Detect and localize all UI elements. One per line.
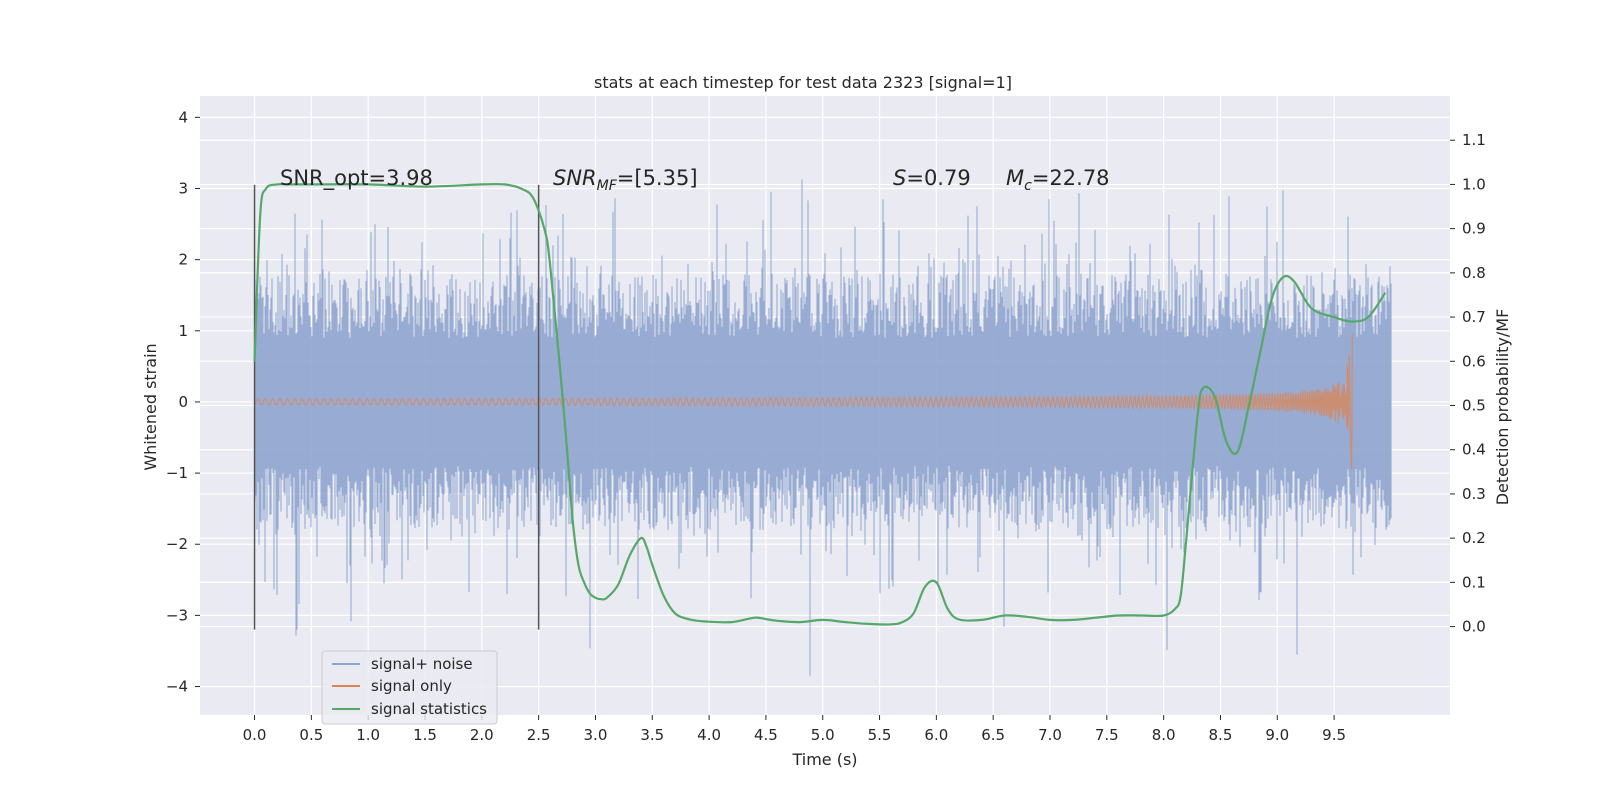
x-tick-label-17: 8.5 — [1209, 726, 1233, 744]
x-tick-label-0: 0.0 — [243, 726, 267, 744]
x-tick-label-10: 5.0 — [811, 726, 835, 744]
x-tick-label-8: 4.0 — [697, 726, 721, 744]
y-tick-label-1: 3 — [178, 179, 188, 197]
annotation-snr-mf-sub: MF — [597, 178, 618, 194]
annotation-s-main: S — [893, 166, 906, 190]
legend-label-signal-only: signal only — [371, 677, 452, 695]
x-tick-label-6: 3.0 — [584, 726, 608, 744]
y-tick-label-5: −1 — [166, 464, 188, 482]
x-tick-label-1: 0.5 — [299, 726, 323, 744]
x-tick-label-14: 7.0 — [1038, 726, 1062, 744]
y2-tick-label-4: 0.7 — [1462, 308, 1486, 326]
y2-axis-label: Detection probability/MF — [1493, 309, 1512, 506]
x-tick-label-13: 6.5 — [981, 726, 1005, 744]
y-tick-label-8: −4 — [166, 678, 188, 696]
plot-area — [200, 96, 1450, 715]
y-tick-label-0: 4 — [178, 108, 188, 126]
y-tick-label-2: 2 — [178, 251, 188, 269]
y-tick-label-4: 0 — [178, 393, 188, 411]
annotation-snr-mf-value: =[5.35] — [617, 166, 698, 190]
annotation-mc-value: =22.78 — [1032, 166, 1110, 190]
annotation-s-value: =0.79 — [906, 166, 970, 190]
annotation-snr-opt: SNR_opt=3.98 — [280, 166, 433, 191]
legend: signal+ noise signal only signal statist… — [321, 650, 498, 725]
y2-tick-label-7: 0.4 — [1462, 441, 1486, 459]
y2-tick-label-10: 0.1 — [1462, 573, 1486, 591]
x-tick-label-12: 6.0 — [924, 726, 948, 744]
x-tick-label-4: 2.0 — [470, 726, 494, 744]
y2-tick-label-2: 0.9 — [1462, 220, 1486, 238]
y2-tick-label-11: 0.0 — [1462, 618, 1486, 636]
annotation-snr-mf: SNRMF=[5.35] — [553, 166, 698, 194]
x-axis-ticks: 0.0 0.5 1.0 1.5 2.0 2.5 3.0 3.5 4.0 4.5 5.0 5.5 6.0 6… — [243, 715, 1346, 744]
vertical-markers — [253, 184, 540, 630]
signal-statistics-line — [253, 182, 1387, 626]
annotation-mc-main: M — [1006, 166, 1024, 190]
x-tick-label-2: 1.0 — [356, 726, 380, 744]
y2-tick-label-6: 0.5 — [1462, 397, 1486, 415]
y2-tick-label-5: 0.6 — [1462, 352, 1486, 370]
y-tick-label-3: 1 — [178, 322, 188, 340]
y2-tick-label-8: 0.3 — [1462, 485, 1486, 503]
y-tick-label-6: −2 — [166, 535, 188, 553]
y2-axis-ticks: 1.1 1.0 0.9 0.8 0.7 0.6 0.5 0.4 0.3 0.2 0.1 0.0 — [1450, 131, 1486, 636]
x-tick-label-16: 8.0 — [1152, 726, 1176, 744]
y2-tick-label-3: 0.8 — [1462, 264, 1486, 282]
x-tick-label-15: 7.5 — [1095, 726, 1119, 744]
x-tick-label-9: 4.5 — [754, 726, 778, 744]
signal-only-wave — [254, 334, 1353, 470]
annotations: SNR_opt=3.98 SNRMF=[5.35] S=0.79 Mc=22.7… — [280, 166, 1110, 194]
annotation-s: S=0.79 — [893, 166, 971, 190]
x-tick-label-18: 9.0 — [1265, 726, 1289, 744]
y2-tick-label-9: 0.2 — [1462, 529, 1486, 547]
legend-label-signal-statistics: signal statistics — [371, 700, 487, 718]
x-tick-label-3: 1.5 — [413, 726, 437, 744]
x-axis-label: Time (s) — [791, 750, 857, 769]
x-tick-label-19: 9.5 — [1322, 726, 1346, 744]
chart-title: stats at each timestep for test data 232… — [594, 73, 1012, 92]
y2-tick-label-1: 1.0 — [1462, 175, 1486, 193]
annotation-mc: Mc=22.78 — [1006, 166, 1110, 194]
y2-tick-label-0: 1.1 — [1462, 131, 1486, 149]
x-tick-label-5: 2.5 — [527, 726, 551, 744]
y-axis-ticks: 4 3 2 1 0 −1 −2 −3 −4 — [166, 108, 200, 696]
legend-box — [321, 650, 498, 725]
legend-label-signal-noise: signal+ noise — [371, 655, 473, 673]
annotation-snr-mf-main: SNR — [553, 166, 597, 190]
y-tick-label-7: −3 — [166, 606, 188, 624]
annotation-mc-sub: c — [1024, 178, 1032, 194]
x-tick-label-7: 3.5 — [640, 726, 664, 744]
x-tick-label-11: 5.5 — [868, 726, 892, 744]
y-axis-label: Whitened strain — [141, 343, 160, 470]
signal-only-series — [254, 334, 1353, 470]
